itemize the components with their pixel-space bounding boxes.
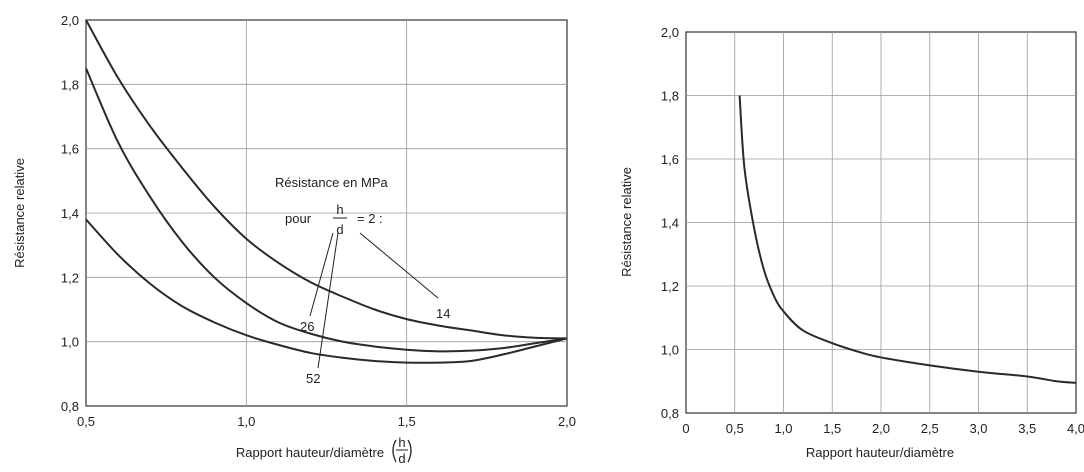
annotation-numerator: h [336, 202, 343, 217]
leader-52 [317, 232, 339, 369]
y-tick-label: 1,0 [661, 343, 679, 358]
x-tick-label: 1,5 [398, 414, 416, 429]
annotation-title: Résistance en MPa [275, 175, 388, 190]
x-tick-label: 1,0 [774, 421, 792, 436]
y-tick-label: 1,6 [661, 152, 679, 167]
x-tick-label: 1,5 [823, 421, 841, 436]
y-tick-label: 1,2 [61, 270, 79, 285]
x-tick-label: 3,5 [1018, 421, 1036, 436]
y-tick-label: 0,8 [661, 406, 679, 421]
annotation-prefix: pour [285, 211, 312, 226]
right-x-ticks: 0 0,5 1,0 1,5 2,0 2,5 3,0 3,5 4,0 [682, 421, 1084, 436]
right-series [738, 95, 1077, 384]
left-annotation: Résistance en MPa pour h d = 2 : 14 26 5… [275, 175, 450, 386]
right-chart: 0,8 1,0 1,2 1,4 1,6 1,8 2,0 0 0,5 1,0 1,5 2,0 2,5 3,… [619, 25, 1084, 460]
x-tick-label: 4,0 [1067, 421, 1084, 436]
y-tick-label: 0,8 [61, 399, 79, 414]
series-label-52: 52 [306, 371, 320, 386]
right-x-axis-label: Rapport hauteur/diamètre [806, 445, 954, 460]
left-series [85, 19, 568, 364]
x-tick-label: 0 [682, 421, 689, 436]
x-fraction-numerator: h [398, 435, 405, 450]
series-label-26: 26 [300, 319, 314, 334]
y-tick-label: 1,8 [61, 77, 79, 92]
x-tick-label: 0,5 [726, 421, 744, 436]
y-tick-label: 1,4 [61, 206, 79, 221]
y-tick-label: 1,8 [661, 89, 679, 104]
x-tick-label: 3,0 [969, 421, 987, 436]
leader-14 [359, 232, 439, 299]
x-tick-label: 2,0 [558, 414, 576, 429]
left-x-axis-label: Rapport hauteur/diamètre [236, 445, 384, 460]
x-fraction-denominator: d [398, 451, 405, 466]
x-tick-label: 2,0 [872, 421, 890, 436]
y-tick-label: 1,2 [661, 279, 679, 294]
left-y-axis-label: Résistance relative [12, 158, 27, 268]
annotation-denominator: d [336, 222, 343, 237]
left-y-ticks: 0,8 1,0 1,2 1,4 1,6 1,8 2,0 [61, 13, 79, 414]
y-tick-label: 2,0 [61, 13, 79, 28]
y-tick-label: 1,6 [61, 142, 79, 157]
right-y-ticks: 0,8 1,0 1,2 1,4 1,6 1,8 2,0 [661, 25, 679, 421]
left-x-axis-fraction: h d [392, 435, 412, 466]
series-line-26 [85, 67, 568, 353]
y-tick-label: 2,0 [661, 25, 679, 40]
right-grid [686, 32, 1076, 413]
right-y-axis-label: Résistance relative [619, 167, 634, 277]
series-label-14: 14 [436, 306, 450, 321]
x-tick-label: 0,5 [77, 414, 95, 429]
x-tick-label: 1,0 [237, 414, 255, 429]
series-line-14 [85, 19, 568, 340]
y-tick-label: 1,4 [661, 216, 679, 231]
left-x-ticks: 0,5 1,0 1,5 2,0 [77, 414, 576, 429]
leader-26 [309, 232, 334, 317]
series-line-curve-0 [738, 95, 1077, 384]
y-tick-label: 1,0 [61, 335, 79, 350]
left-chart: 0,8 1,0 1,2 1,4 1,6 1,8 2,0 0,5 1,0 1,5 2,0 Résis… [12, 13, 576, 466]
annotation-suffix: = 2 : [357, 211, 383, 226]
x-tick-label: 2,5 [921, 421, 939, 436]
series-line-52 [85, 218, 568, 364]
